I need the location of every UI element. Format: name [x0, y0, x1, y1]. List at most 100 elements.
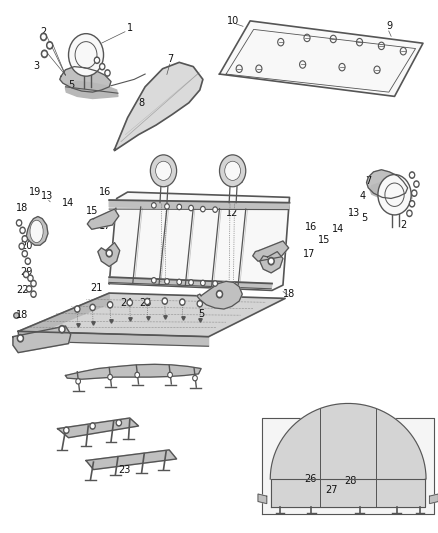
Circle shape	[19, 243, 24, 249]
Circle shape	[178, 280, 180, 283]
Circle shape	[41, 50, 47, 58]
Text: 15: 15	[85, 206, 98, 216]
Circle shape	[20, 245, 23, 248]
Text: 2: 2	[399, 220, 406, 230]
Text: 15: 15	[318, 235, 330, 245]
Circle shape	[16, 220, 21, 226]
Text: 12: 12	[225, 208, 237, 219]
Circle shape	[146, 300, 148, 303]
Circle shape	[212, 281, 217, 286]
Circle shape	[414, 182, 417, 185]
Circle shape	[107, 252, 110, 255]
Circle shape	[43, 52, 46, 56]
Circle shape	[180, 301, 183, 304]
Text: 25: 25	[138, 297, 151, 308]
Circle shape	[218, 292, 220, 296]
Text: 11: 11	[231, 175, 244, 185]
Circle shape	[201, 281, 204, 284]
Circle shape	[101, 65, 103, 68]
Text: 4: 4	[93, 51, 99, 61]
Text: 18: 18	[283, 289, 295, 299]
Circle shape	[145, 298, 150, 305]
Circle shape	[108, 374, 112, 379]
Text: 24: 24	[120, 297, 133, 308]
Circle shape	[190, 207, 192, 209]
Circle shape	[77, 380, 79, 383]
Text: 28: 28	[344, 476, 356, 486]
Polygon shape	[369, 182, 411, 200]
Circle shape	[32, 293, 35, 296]
Text: 16: 16	[304, 222, 317, 232]
Circle shape	[94, 57, 99, 63]
Text: 5: 5	[198, 309, 204, 319]
Circle shape	[74, 306, 80, 312]
Text: 22: 22	[16, 286, 29, 295]
Circle shape	[407, 212, 410, 215]
Circle shape	[95, 59, 98, 62]
Polygon shape	[13, 326, 71, 353]
Circle shape	[269, 260, 272, 263]
Text: 10: 10	[227, 16, 239, 26]
Circle shape	[377, 174, 410, 215]
Circle shape	[179, 299, 184, 305]
Polygon shape	[18, 332, 208, 346]
Text: 5: 5	[360, 213, 366, 223]
Polygon shape	[65, 82, 118, 99]
Text: 19: 19	[28, 187, 41, 197]
Circle shape	[117, 421, 120, 424]
Polygon shape	[262, 418, 433, 514]
Circle shape	[411, 190, 416, 196]
Polygon shape	[271, 479, 424, 507]
Polygon shape	[114, 62, 202, 151]
Circle shape	[169, 374, 171, 376]
Polygon shape	[18, 293, 285, 337]
Circle shape	[190, 281, 192, 284]
Polygon shape	[65, 365, 201, 379]
Circle shape	[177, 279, 181, 285]
Text: 1: 1	[396, 188, 402, 198]
Circle shape	[224, 161, 240, 180]
Circle shape	[212, 207, 217, 212]
Circle shape	[22, 236, 27, 242]
Circle shape	[106, 249, 112, 257]
Text: 3: 3	[33, 61, 39, 70]
Circle shape	[109, 376, 111, 378]
Polygon shape	[428, 494, 437, 504]
Polygon shape	[196, 281, 242, 309]
Circle shape	[200, 206, 205, 212]
Polygon shape	[258, 494, 266, 504]
Circle shape	[194, 377, 196, 379]
Circle shape	[216, 290, 222, 298]
Text: 14: 14	[62, 198, 74, 208]
Circle shape	[412, 191, 415, 195]
Circle shape	[17, 335, 23, 342]
Circle shape	[166, 280, 168, 282]
Text: 9: 9	[385, 21, 392, 31]
Circle shape	[91, 306, 94, 309]
Circle shape	[65, 429, 67, 432]
Circle shape	[116, 419, 121, 426]
Circle shape	[29, 277, 32, 280]
Text: 8: 8	[138, 98, 145, 108]
Text: 7: 7	[167, 54, 173, 64]
Circle shape	[105, 70, 110, 76]
Polygon shape	[57, 418, 138, 438]
Circle shape	[151, 203, 155, 208]
Circle shape	[23, 237, 26, 240]
Circle shape	[91, 424, 94, 427]
Circle shape	[23, 252, 26, 255]
Circle shape	[201, 208, 204, 211]
Circle shape	[188, 205, 193, 211]
Circle shape	[192, 375, 197, 381]
Polygon shape	[109, 192, 289, 290]
Polygon shape	[98, 243, 120, 266]
Circle shape	[214, 208, 216, 211]
Circle shape	[127, 300, 132, 306]
Circle shape	[162, 298, 167, 304]
Text: 27: 27	[325, 485, 337, 495]
Circle shape	[40, 33, 46, 41]
Polygon shape	[109, 277, 272, 289]
Circle shape	[64, 427, 69, 433]
Circle shape	[90, 423, 95, 429]
Circle shape	[31, 291, 36, 297]
